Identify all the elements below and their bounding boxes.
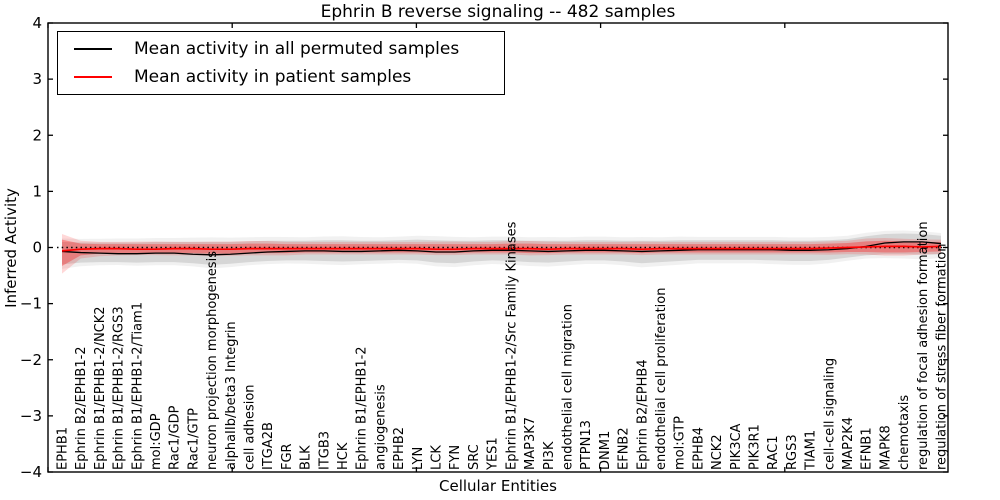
y-tick-label: 2: [32, 126, 42, 144]
x-tick-label: alphaIIb/beta3 Integrin: [224, 321, 239, 470]
x-tick-label: DNM1: [598, 431, 613, 470]
x-tick-label: FYN: [448, 445, 463, 470]
x-tick-label: Ephrin B1/EPHB1-2/Src Family Kinases: [504, 221, 519, 470]
x-tick-label: EFNB1: [860, 427, 875, 470]
x-tick-label: LCK: [430, 445, 445, 470]
x-tick-label: cell adhesion: [243, 384, 258, 470]
x-tick-label: PI3K: [542, 441, 557, 470]
legend-label-patient: Mean activity in patient samples: [134, 66, 412, 87]
y-tick-label: 4: [32, 14, 42, 32]
y-tick-label: 3: [32, 70, 42, 88]
x-tick-label: EPHB2: [392, 427, 407, 470]
x-tick-label: BLK: [299, 445, 314, 470]
patient-mean-line: [61, 245, 942, 252]
x-tick-label: Rac1/GTP: [186, 408, 201, 470]
chart-title: Ephrin B reverse signaling -- 482 sample…: [320, 2, 676, 22]
x-tick-label: SRC: [467, 444, 482, 470]
x-tick-label: Ephrin B1/EPHB1-2/Tiam1: [130, 302, 145, 470]
y-tick-label: 1: [32, 182, 42, 200]
x-tick-label: endothelial cell proliferation: [654, 288, 669, 471]
x-tick-label: EPHB4: [691, 427, 706, 470]
x-tick-label: NCK2: [710, 434, 725, 470]
x-tick-label: MAPK8: [878, 425, 893, 470]
x-tick-label: HCK: [336, 442, 351, 470]
x-tick-label: Ephrin B1/EPHB1-2/RGS3: [112, 306, 127, 470]
patient-samples-range-band: [62, 239, 941, 267]
y-tick-label: −3: [20, 407, 42, 425]
x-tick-label: Ephrin B1/EPHB1-2: [355, 346, 370, 470]
patient-samples-range-band: [62, 234, 941, 274]
x-tick-label: MAP3K7: [523, 417, 538, 470]
x-tick-label: Ephrin B2/EPHB1-2: [74, 346, 89, 470]
x-tick-label: mol:GDP: [149, 413, 164, 470]
x-tick-label: YES1: [486, 437, 501, 471]
x-tick-label: MAP2K4: [841, 417, 856, 470]
permuted-mean-line: [61, 241, 942, 256]
x-axis-label: Cellular Entities: [439, 477, 557, 495]
y-tick-label: −1: [20, 295, 42, 313]
legend-label-permuted: Mean activity in all permuted samples: [134, 39, 460, 60]
x-tick-label: PTPN13: [579, 420, 594, 470]
x-tick-label: Rac1/GDP: [168, 405, 183, 470]
x-tick-label: endothelial cell migration: [560, 304, 575, 470]
x-tick-label: RAC1: [766, 435, 781, 470]
x-tick-label: cell-cell signaling: [822, 358, 837, 470]
x-tick-label: regulation of stress fiber formation: [935, 243, 950, 470]
x-tick-label: ITGB3: [317, 431, 332, 470]
y-tick-label: −2: [20, 351, 42, 369]
x-tick-label: PIK3CA: [729, 423, 744, 470]
x-tick-label: RGS3: [785, 434, 800, 470]
x-tick-label: mol:GTP: [673, 416, 688, 470]
x-tick-label: ITGA2B: [261, 422, 276, 470]
legend-item-permuted: Mean activity in all permuted samples: [74, 39, 504, 59]
patient-line-swatch: [74, 75, 112, 78]
x-tick-label: angiogenesis: [373, 384, 388, 470]
x-tick-label: neuron projection morphogenesis: [205, 251, 220, 470]
x-tick-label: chemotaxis: [897, 395, 912, 470]
y-tick-label: 0: [32, 239, 42, 257]
x-tick-label: PIK3R1: [747, 424, 762, 470]
x-tick-label: regulation of focal adhesion formation: [916, 221, 931, 470]
x-tick-label: TIAM1: [804, 430, 819, 471]
x-tick-label: FGR: [280, 443, 295, 470]
permuted-line-swatch: [74, 48, 112, 51]
x-tick-label: Ephrin B1/EPHB1-2/NCK2: [93, 306, 108, 470]
x-tick-label: EPHB1: [56, 427, 71, 470]
y-tick-label: −4: [20, 463, 42, 481]
legend-item-patient: Mean activity in patient samples: [74, 67, 504, 87]
legend: Mean activity in all permuted samples Me…: [57, 31, 505, 95]
x-tick-label: EFNB2: [617, 427, 632, 470]
x-tick-label: Ephrin B2/EPHB4: [635, 359, 650, 470]
x-tick-label: LYN: [411, 447, 426, 470]
